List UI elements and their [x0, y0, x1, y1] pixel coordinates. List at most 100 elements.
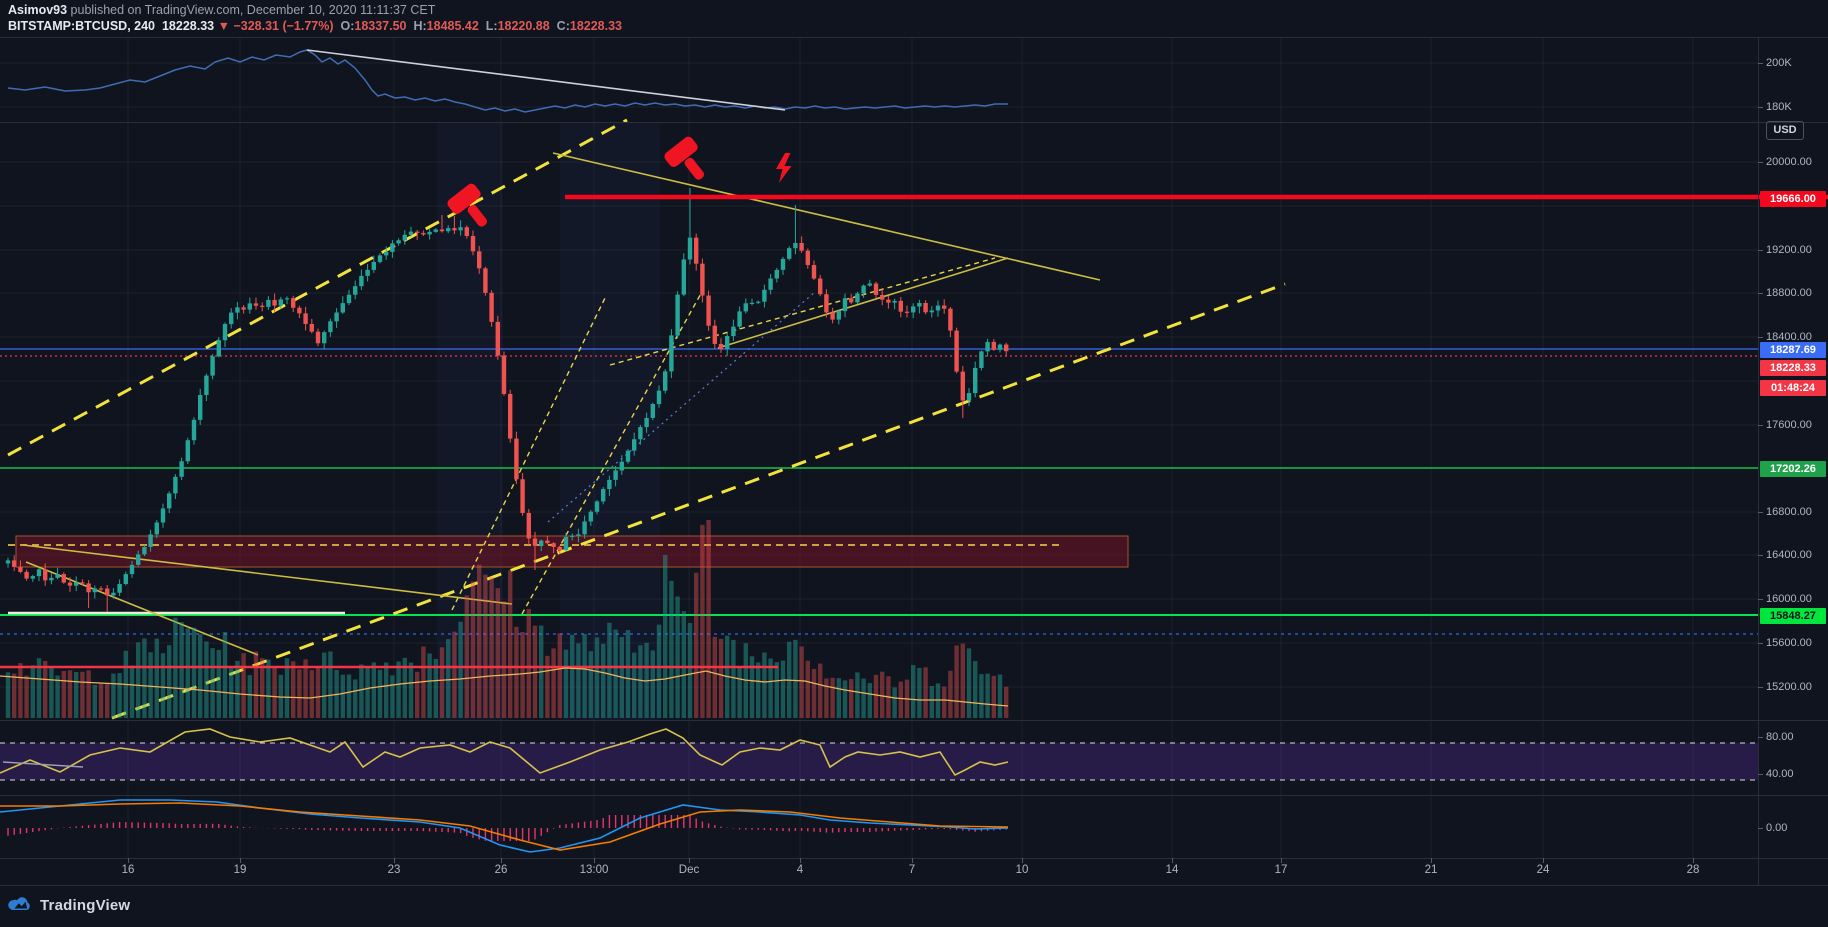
currency-toggle-button[interactable]: USD — [1766, 121, 1804, 140]
volume-bar — [408, 662, 414, 718]
axis-price-label: 15200.00 — [1766, 681, 1812, 693]
publish-info: published on TradingView.com, December 1… — [67, 3, 436, 17]
volume-bar — [793, 639, 798, 718]
volume-bar — [570, 634, 575, 718]
volume-bar — [780, 660, 786, 718]
volume-bar — [5, 672, 11, 718]
candle-body — [464, 227, 469, 236]
candle-body — [762, 289, 767, 302]
candle-body — [142, 546, 147, 555]
candle-body — [904, 311, 910, 313]
volume-bar — [142, 638, 147, 718]
candle-body — [985, 341, 990, 352]
volume-bar — [545, 655, 550, 718]
volume-bar — [948, 670, 953, 718]
candle-body — [743, 303, 748, 312]
candle-body — [458, 227, 463, 231]
candle-body — [973, 367, 978, 394]
volume-bar — [563, 649, 569, 718]
candle-body — [539, 540, 544, 546]
volume-bar — [80, 671, 85, 718]
rsi-band — [0, 743, 1758, 780]
axis-tick — [1758, 337, 1763, 338]
volume-bar — [712, 636, 717, 718]
close-value: 18228.33 — [569, 19, 623, 33]
volume-bar — [762, 652, 767, 718]
candle-body — [483, 268, 488, 293]
candle-body — [582, 521, 587, 535]
candle-body — [979, 351, 984, 368]
candle-body — [991, 341, 996, 350]
candle-body — [260, 305, 265, 307]
symbol-title[interactable]: BITSTAMP:BTCUSD, 240 — [8, 19, 156, 33]
candle-body — [669, 335, 674, 372]
candle-body — [117, 583, 122, 593]
volume-bar — [1004, 686, 1009, 718]
time-axis-label: 21 — [1424, 864, 1438, 876]
time-axis-label: Dec — [678, 864, 700, 876]
volume-bar — [731, 639, 736, 718]
support-price-label: 17202.26 — [1760, 461, 1826, 477]
time-axis-tick — [594, 858, 595, 863]
volume-bar — [613, 629, 618, 718]
panel-border — [0, 122, 1828, 123]
axis-price-label: 180K — [1766, 101, 1792, 113]
axis-tick — [1758, 555, 1763, 556]
volume-bar — [588, 651, 593, 718]
volume-bar — [179, 622, 184, 718]
volume-bar — [718, 638, 724, 718]
tradingview-footer[interactable]: TradingView — [8, 896, 130, 915]
volume-bar — [154, 638, 159, 718]
volume-bar — [508, 570, 513, 718]
volume-bar — [700, 524, 705, 718]
axis-tick — [1758, 293, 1763, 294]
volume-bar — [706, 520, 711, 718]
volume-bar — [36, 658, 42, 718]
volume-bar — [148, 652, 153, 718]
volume-bar — [105, 683, 110, 718]
candle-body — [334, 312, 339, 322]
volume-bar — [470, 581, 476, 718]
low-label: L: — [485, 19, 498, 33]
volume-bar — [111, 673, 116, 718]
candle-body — [129, 564, 135, 575]
volume-bar — [880, 671, 885, 718]
time-axis-tick — [240, 858, 241, 863]
candle-body — [173, 476, 178, 494]
candle-body — [123, 574, 128, 584]
volume-bar — [551, 648, 556, 718]
candle-body — [235, 307, 240, 313]
volume-bar — [464, 595, 469, 718]
volume-bar — [836, 678, 841, 718]
axis-price-label: 40.00 — [1766, 768, 1794, 780]
volume-bar — [309, 670, 314, 718]
candle-body — [384, 251, 389, 256]
candle-body — [886, 299, 891, 303]
time-axis-tick — [912, 858, 913, 863]
candle-body — [61, 574, 66, 583]
candle-body — [489, 292, 494, 322]
candle-body — [768, 278, 773, 290]
volume-bar — [18, 663, 23, 718]
indicator-price-label: 18287.69 — [1760, 342, 1826, 358]
candle-body — [80, 582, 85, 584]
volume-bar — [191, 627, 197, 718]
volume-bar — [625, 630, 631, 718]
volume-bar — [371, 662, 376, 718]
volume-bar — [805, 660, 810, 718]
candle-body — [532, 538, 538, 546]
candle-body — [508, 393, 513, 439]
candle-body — [495, 321, 500, 356]
candle-body — [923, 302, 928, 313]
candle-body — [997, 344, 1003, 350]
candle-body — [526, 512, 531, 539]
candle-body — [415, 231, 420, 233]
volume-bar — [30, 665, 35, 718]
time-axis-border — [0, 885, 1828, 886]
candle-body — [136, 554, 141, 565]
volume-bar — [390, 675, 395, 718]
time-axis-tick — [501, 858, 502, 863]
candle-body — [92, 588, 97, 593]
